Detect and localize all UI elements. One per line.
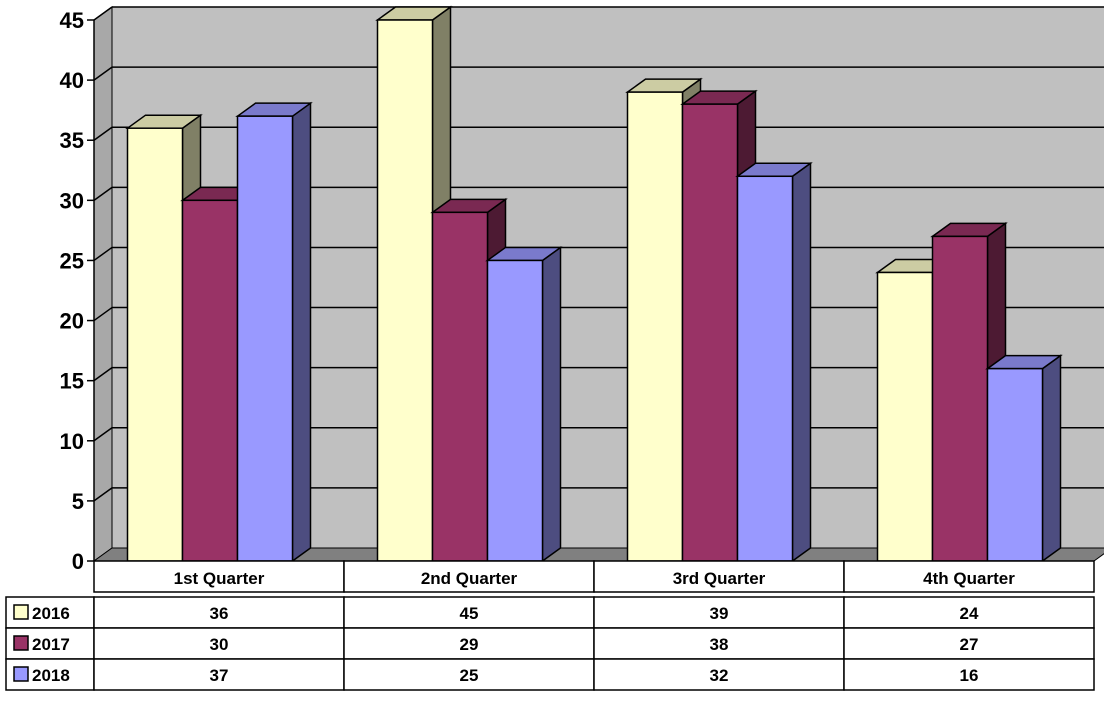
y-tick-label: 0 <box>72 549 84 574</box>
category-label: 4th Quarter <box>923 569 1015 588</box>
data-label: 38 <box>710 635 729 654</box>
table-cell <box>343 658 595 691</box>
gridline-diagonal <box>93 246 113 262</box>
legend-key <box>13 635 29 651</box>
bar-side <box>541 245 562 563</box>
table-header-cell <box>93 560 345 593</box>
bar-side <box>791 161 812 563</box>
table-header-cell <box>343 560 595 593</box>
side-wall <box>93 6 113 562</box>
table-header-cell <box>593 560 845 593</box>
table-cell <box>843 658 1095 691</box>
bar <box>931 235 989 562</box>
data-label: 37 <box>210 666 229 685</box>
data-label: 30 <box>210 635 229 654</box>
y-tick-label: 30 <box>60 188 84 213</box>
table-cell <box>843 596 1095 629</box>
y-tick-label: 45 <box>60 8 84 33</box>
table-cell <box>93 596 345 629</box>
data-label: 39 <box>710 604 729 623</box>
bar <box>626 91 684 562</box>
bar <box>376 19 434 562</box>
data-label: 45 <box>460 604 479 623</box>
bar <box>236 115 294 562</box>
y-tick-label: 15 <box>60 369 84 394</box>
table-cell <box>93 658 345 691</box>
gridline-diagonal <box>93 126 113 141</box>
bar <box>431 211 489 562</box>
bar <box>736 175 794 562</box>
table-cell <box>593 658 845 691</box>
y-tick-label: 35 <box>60 128 84 153</box>
data-label: 27 <box>960 635 979 654</box>
table-cell <box>593 627 845 660</box>
table-header-cell <box>843 560 1095 593</box>
gridline-diagonal <box>93 306 113 322</box>
gridline-diagonal <box>93 186 113 201</box>
table-cell <box>843 627 1095 660</box>
category-label: 2nd Quarter <box>421 569 518 588</box>
data-label: 36 <box>210 604 229 623</box>
y-tick-label: 25 <box>60 248 84 273</box>
legend-key <box>13 666 29 682</box>
gridline-diagonal <box>93 487 113 502</box>
data-label: 29 <box>460 635 479 654</box>
table-cell <box>593 596 845 629</box>
y-tick-label: 5 <box>72 489 84 514</box>
bar <box>681 103 739 562</box>
bar <box>181 199 239 562</box>
bar <box>486 259 544 562</box>
data-label: 16 <box>960 666 979 685</box>
legend-label: 2016 <box>32 604 70 623</box>
bar <box>876 271 934 562</box>
bar <box>986 367 1044 562</box>
category-label: 3rd Quarter <box>673 569 766 588</box>
bars <box>125 5 1063 563</box>
y-tick-label: 20 <box>60 309 84 334</box>
category-label: 1st Quarter <box>174 569 265 588</box>
gridline-diagonal <box>93 6 113 21</box>
y-tick-label: 10 <box>60 429 84 454</box>
gridline-diagonal <box>93 66 113 81</box>
bar <box>126 127 184 562</box>
legend-label: 2017 <box>32 635 70 654</box>
y-axis: 0 5 10 15 20 25 30 35 40 45 <box>60 8 95 574</box>
data-label: 32 <box>710 666 729 685</box>
table-cell <box>93 627 345 660</box>
bar-side <box>1041 354 1062 563</box>
legend-key <box>13 604 29 620</box>
data-label: 25 <box>460 666 479 685</box>
bar-side <box>291 101 312 563</box>
gridline-diagonal <box>93 427 113 442</box>
data-label: 24 <box>960 604 979 623</box>
gridline-diagonal <box>93 367 113 382</box>
legend-label: 2018 <box>32 666 70 685</box>
y-tick-label: 40 <box>60 68 84 93</box>
data-table: 1st Quarter 2nd Quarter 3rd Quarter 4th Qua… <box>5 560 1095 691</box>
